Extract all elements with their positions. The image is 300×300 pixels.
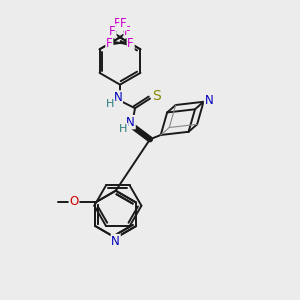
Text: N: N	[126, 116, 135, 129]
Text: F: F	[127, 38, 134, 50]
Text: F: F	[120, 17, 127, 30]
Text: H: H	[119, 124, 128, 134]
Text: N: N	[205, 94, 213, 107]
Text: F: F	[106, 38, 113, 50]
Text: F: F	[109, 25, 116, 38]
Text: S: S	[152, 89, 161, 103]
Text: N: N	[113, 91, 122, 104]
Text: H: H	[106, 99, 115, 109]
Text: N: N	[111, 235, 120, 248]
Text: F: F	[124, 25, 131, 38]
Text: O: O	[69, 195, 79, 208]
Text: F: F	[113, 17, 120, 30]
